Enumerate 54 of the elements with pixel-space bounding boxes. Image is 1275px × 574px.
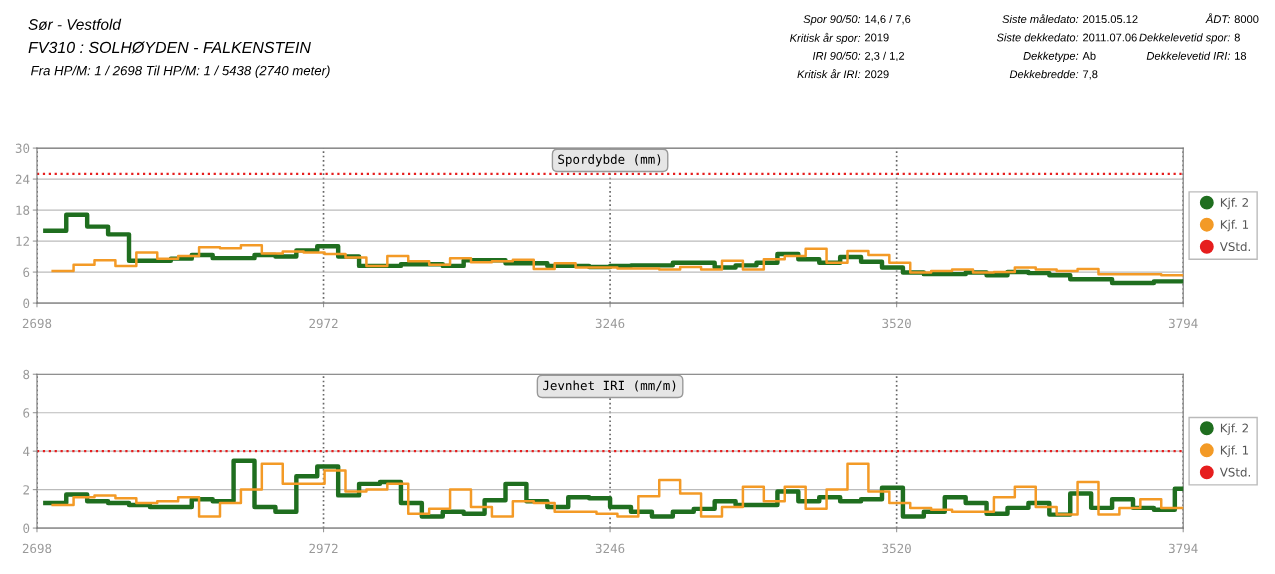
text: 7,8 <box>1083 70 1098 80</box>
text: Sør - Vestfold <box>28 18 122 31</box>
x-tick-label: 3246 <box>595 318 625 329</box>
text: IRI 90/50: <box>812 51 861 60</box>
legend-label: VStd. <box>1219 241 1250 252</box>
text: 2019 <box>865 33 889 42</box>
text: 2029 <box>865 70 889 79</box>
y-tick-label: 24 <box>15 174 30 184</box>
text: Dekketype: <box>1023 51 1079 62</box>
legend-label: Kjf. 1 <box>1220 445 1249 457</box>
legend-label: Kjf. 1 <box>1220 219 1249 232</box>
text: Fra HP/M: 1 / 2698 Til HP/M: 1 / 5438 (2740 meter) <box>31 65 330 78</box>
text: 8000 <box>1234 15 1259 24</box>
text: Dekkelevetid IRI: <box>1146 51 1230 60</box>
text: ÅDT: <box>1205 13 1230 23</box>
x-tick-label: 3520 <box>882 543 911 554</box>
text: 2011.07.06 <box>1083 33 1137 42</box>
x-tick-label: 3246 <box>595 543 625 554</box>
y-tick-label: 6 <box>23 408 30 418</box>
x-tick-label: 3794 <box>1168 318 1198 329</box>
text: 18 <box>1235 51 1247 60</box>
y-tick-label: 4 <box>23 446 30 456</box>
legend-label: Kjf. 2 <box>1220 197 1248 210</box>
x-tick-label: 2972 <box>309 543 338 554</box>
x-tick-label: 2698 <box>22 543 52 554</box>
x-tick-label: 2698 <box>22 318 52 329</box>
text: Siste dekkedato: <box>996 33 1079 42</box>
legend-label: VStd. <box>1219 467 1250 477</box>
text: 2015.05.12 <box>1083 15 1138 24</box>
text: Dekkebredde: <box>1009 70 1079 79</box>
chart-title: Jevnhet IRI (mm/m) <box>543 380 676 392</box>
y-tick-label: 8 <box>23 369 30 380</box>
chart-title: Spordybde (mm) <box>558 154 661 167</box>
y-tick-label: 0 <box>23 298 30 309</box>
y-tick-label: 18 <box>16 205 30 216</box>
text: Siste måledato: <box>1002 14 1079 24</box>
text: 14,6 / 7,6 <box>865 14 911 25</box>
y-tick-label: 6 <box>23 267 30 278</box>
text: FV310 : SOLHØYDEN - FALKENSTEIN <box>28 41 311 54</box>
text: Dekkelevetid spor: <box>1139 33 1230 44</box>
text: Ab <box>1082 51 1096 60</box>
text: 8 <box>1234 33 1240 42</box>
x-tick-label: 3520 <box>882 318 911 329</box>
y-tick-label: 30 <box>15 143 30 154</box>
y-tick-label: 0 <box>23 523 30 534</box>
text: Kritisk år IRI: <box>797 69 861 79</box>
text: Kjf. 2 <box>1220 423 1248 435</box>
y-tick-label: 2 <box>23 485 29 495</box>
text: Kritisk år spor: <box>789 32 861 45</box>
text: 2,3 / 1,2 <box>865 51 905 62</box>
text: Spor 90/50: <box>803 14 861 26</box>
x-tick-label: 3794 <box>1168 543 1198 554</box>
y-tick-label: 12 <box>16 236 29 246</box>
x-tick-label: 2972 <box>309 318 338 329</box>
